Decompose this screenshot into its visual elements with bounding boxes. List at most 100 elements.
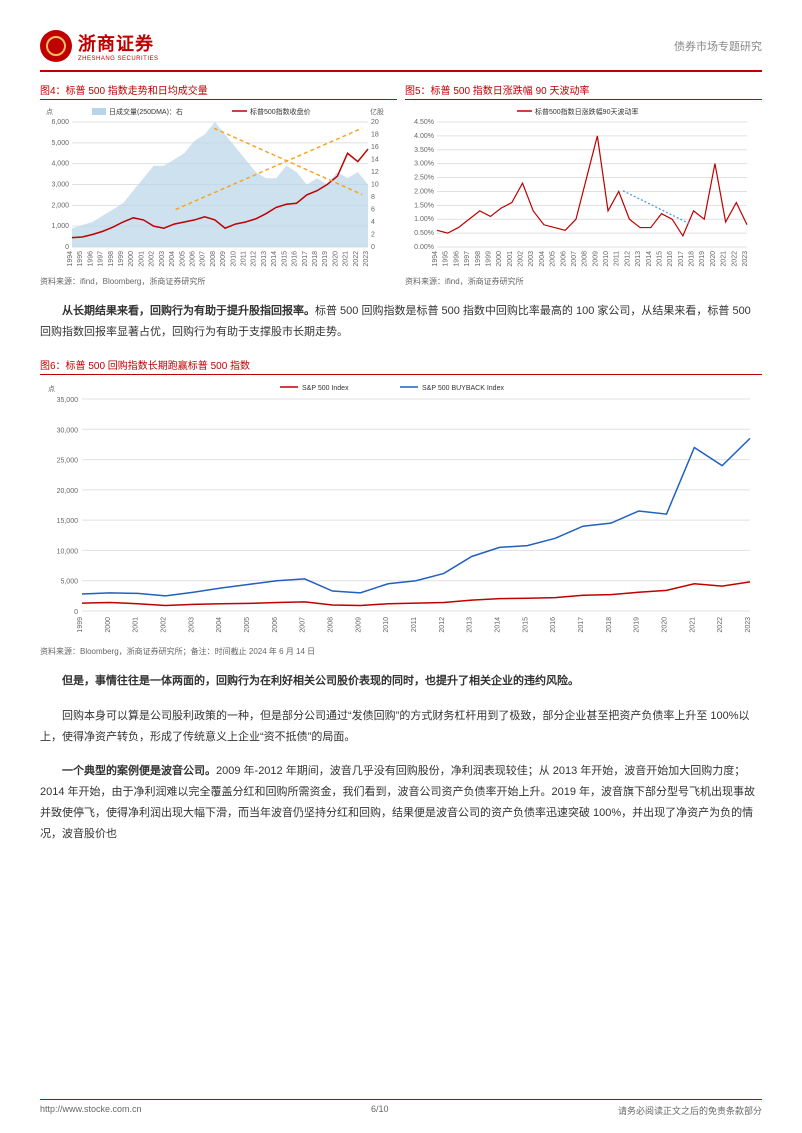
svg-text:2009: 2009	[592, 251, 599, 267]
svg-text:2010: 2010	[230, 251, 237, 267]
svg-text:2013: 2013	[261, 251, 268, 267]
svg-text:2011: 2011	[614, 251, 621, 266]
svg-text:4.00%: 4.00%	[414, 133, 434, 140]
svg-text:3.00%: 3.00%	[414, 161, 434, 168]
svg-text:S&P 500 Index: S&P 500 Index	[302, 385, 349, 392]
svg-text:2005: 2005	[244, 617, 251, 633]
svg-text:2020: 2020	[332, 251, 339, 267]
svg-text:2007: 2007	[300, 617, 307, 633]
svg-text:2002: 2002	[149, 251, 156, 267]
company-name-en: ZHESHANG SECURITIES	[78, 56, 159, 62]
company-name-cn: 浙商证券	[78, 30, 159, 56]
footer-url: http://www.stocke.com.cn	[40, 1104, 142, 1117]
svg-text:2022: 2022	[731, 251, 738, 267]
svg-text:标普500指数日涨跌幅90天波动率: 标普500指数日涨跌幅90天波动率	[535, 107, 638, 116]
svg-text:2017: 2017	[578, 617, 585, 633]
svg-text:1997: 1997	[464, 251, 471, 267]
svg-text:2.00%: 2.00%	[414, 188, 434, 195]
svg-text:15,000: 15,000	[57, 518, 79, 525]
svg-text:2016: 2016	[667, 251, 674, 267]
svg-text:1995: 1995	[77, 251, 84, 267]
svg-text:5,000: 5,000	[51, 140, 69, 147]
svg-text:4,000: 4,000	[51, 161, 69, 168]
logo-icon	[40, 30, 72, 62]
svg-text:2021: 2021	[689, 617, 696, 633]
paragraph-3: 回购本身可以算是公司股利政策的一种，但是部分公司通过“发债回购”的方式财务杠杆用…	[40, 706, 762, 748]
svg-text:8: 8	[371, 194, 375, 201]
svg-text:2013: 2013	[467, 617, 474, 633]
svg-text:2001: 2001	[138, 251, 145, 267]
svg-text:2021: 2021	[343, 251, 350, 267]
svg-text:2004: 2004	[539, 251, 546, 267]
chart6-title: 图6：标普 500 回购指数长期跑赢标普 500 指数	[40, 357, 762, 375]
svg-text:14: 14	[371, 157, 379, 164]
svg-text:2003: 2003	[188, 617, 195, 633]
svg-text:2019: 2019	[699, 251, 706, 267]
chart6: 0 5,000 10,000 15,000 20,000 25,000 30,000 35,0…	[40, 379, 762, 644]
svg-text:2001: 2001	[507, 251, 514, 267]
svg-text:1999: 1999	[118, 251, 125, 267]
svg-text:2015: 2015	[656, 251, 663, 267]
svg-text:1998: 1998	[108, 251, 115, 267]
svg-text:25,000: 25,000	[57, 457, 79, 464]
svg-text:10,000: 10,000	[57, 548, 79, 555]
page-header: 浙商证券 ZHESHANG SECURITIES 债券市场专题研究	[40, 30, 762, 62]
svg-text:2019: 2019	[634, 617, 641, 633]
svg-text:2005: 2005	[550, 251, 557, 267]
footer-page: 6/10	[371, 1104, 389, 1117]
svg-text:2012: 2012	[251, 251, 258, 267]
page-footer: http://www.stocke.com.cn 6/10 请务必阅读正文之后的…	[40, 1099, 762, 1117]
svg-text:20,000: 20,000	[57, 488, 79, 495]
svg-text:6,000: 6,000	[51, 119, 69, 126]
svg-text:2008: 2008	[328, 617, 335, 633]
svg-text:2: 2	[371, 232, 375, 239]
svg-text:2022: 2022	[717, 617, 724, 633]
svg-text:2008: 2008	[210, 251, 217, 267]
svg-text:1996: 1996	[87, 251, 94, 267]
svg-text:10: 10	[371, 182, 379, 189]
svg-text:0.00%: 0.00%	[414, 244, 434, 251]
svg-text:3,000: 3,000	[51, 182, 69, 189]
chart4-source: 资料来源：ifind，Bloomberg，浙商证券研究所	[40, 276, 397, 287]
svg-text:2016: 2016	[292, 251, 299, 267]
svg-text:2018: 2018	[312, 251, 319, 267]
svg-text:2017: 2017	[678, 251, 685, 267]
svg-text:2014: 2014	[495, 617, 502, 633]
svg-text:1995: 1995	[443, 251, 450, 267]
svg-text:1996: 1996	[453, 251, 460, 267]
svg-text:4: 4	[371, 219, 375, 226]
svg-text:2016: 2016	[550, 617, 557, 633]
svg-text:0: 0	[74, 609, 78, 616]
svg-text:2018: 2018	[689, 251, 696, 267]
chart5-title: 图5：标普 500 指数日涨跌幅 90 天波动率	[405, 82, 762, 100]
svg-text:点: 点	[46, 108, 53, 116]
svg-text:2010: 2010	[603, 251, 610, 267]
svg-text:2013: 2013	[635, 251, 642, 267]
svg-text:2018: 2018	[606, 617, 613, 633]
svg-text:2020: 2020	[662, 617, 669, 633]
svg-text:35,000: 35,000	[57, 397, 79, 404]
svg-text:2002: 2002	[518, 251, 525, 267]
svg-text:2008: 2008	[582, 251, 589, 267]
svg-text:日成交量(250DMA)：右: 日成交量(250DMA)：右	[109, 107, 183, 116]
svg-text:1999: 1999	[485, 251, 492, 267]
chart5: 0.00%0.50%1.00%1.50%2.00%2.50%3.00%3.50%…	[405, 104, 762, 274]
svg-text:2000: 2000	[496, 251, 503, 267]
svg-text:2012: 2012	[439, 617, 446, 633]
svg-text:亿股: 亿股	[370, 107, 384, 116]
svg-text:2009: 2009	[220, 251, 227, 267]
svg-text:1999: 1999	[77, 617, 84, 633]
svg-text:30,000: 30,000	[57, 427, 79, 434]
svg-text:2017: 2017	[302, 251, 309, 267]
svg-text:6: 6	[371, 207, 375, 214]
svg-text:2000: 2000	[105, 617, 112, 633]
svg-text:2011: 2011	[241, 251, 248, 266]
svg-text:2022: 2022	[353, 251, 360, 267]
svg-text:2019: 2019	[322, 251, 329, 267]
svg-text:2006: 2006	[189, 251, 196, 267]
svg-text:1998: 1998	[475, 251, 482, 267]
svg-text:2003: 2003	[159, 251, 166, 267]
svg-text:2023: 2023	[363, 251, 370, 267]
svg-text:5,000: 5,000	[60, 578, 78, 585]
svg-text:2006: 2006	[272, 617, 279, 633]
